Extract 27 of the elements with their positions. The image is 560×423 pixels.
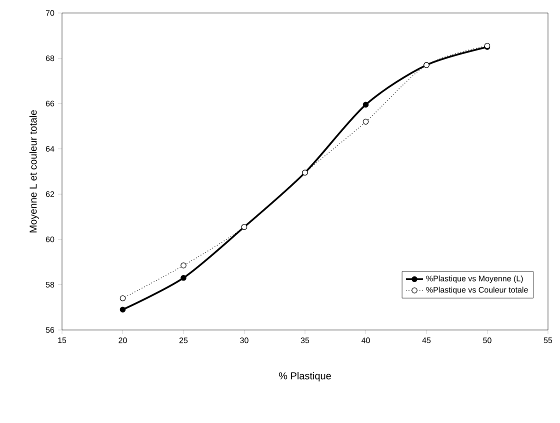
y-tick-label: 60 (46, 236, 54, 242)
point (120, 295, 126, 302)
x-tick-label: 55 (544, 338, 552, 344)
y-tick-label: 68 (46, 55, 54, 62)
y-tick-label: 70 (46, 10, 54, 16)
y-axis-title: Moyenne L et couleur totale (29, 110, 39, 232)
point (180, 262, 186, 268)
point (362, 118, 369, 125)
x-tick-label: 40 (361, 338, 370, 344)
legend-label: %Plastique vs Moyenne (L) (426, 275, 523, 283)
legend-label: %Plastique vs Couleur totale (426, 286, 528, 294)
y-tick-label: 62 (46, 191, 54, 197)
point (362, 102, 369, 108)
x-tick-label: 25 (179, 338, 188, 344)
point (180, 275, 186, 281)
point (120, 306, 126, 313)
x-tick-label: 35 (300, 338, 310, 344)
x-tick-label: 20 (118, 338, 127, 344)
x-tick-label: 50 (483, 338, 492, 344)
y-tick-label: 64 (46, 146, 54, 152)
x-tick-label: 30 (240, 338, 248, 344)
x-tick-label: 45 (422, 338, 431, 344)
x-axis-title: % Plastique (278, 372, 331, 382)
y-tick-label: 56 (46, 327, 54, 333)
y-tick-label: 58 (46, 282, 54, 288)
x-tick-label: 15 (58, 338, 66, 344)
y-tick-label: 66 (46, 100, 54, 106)
